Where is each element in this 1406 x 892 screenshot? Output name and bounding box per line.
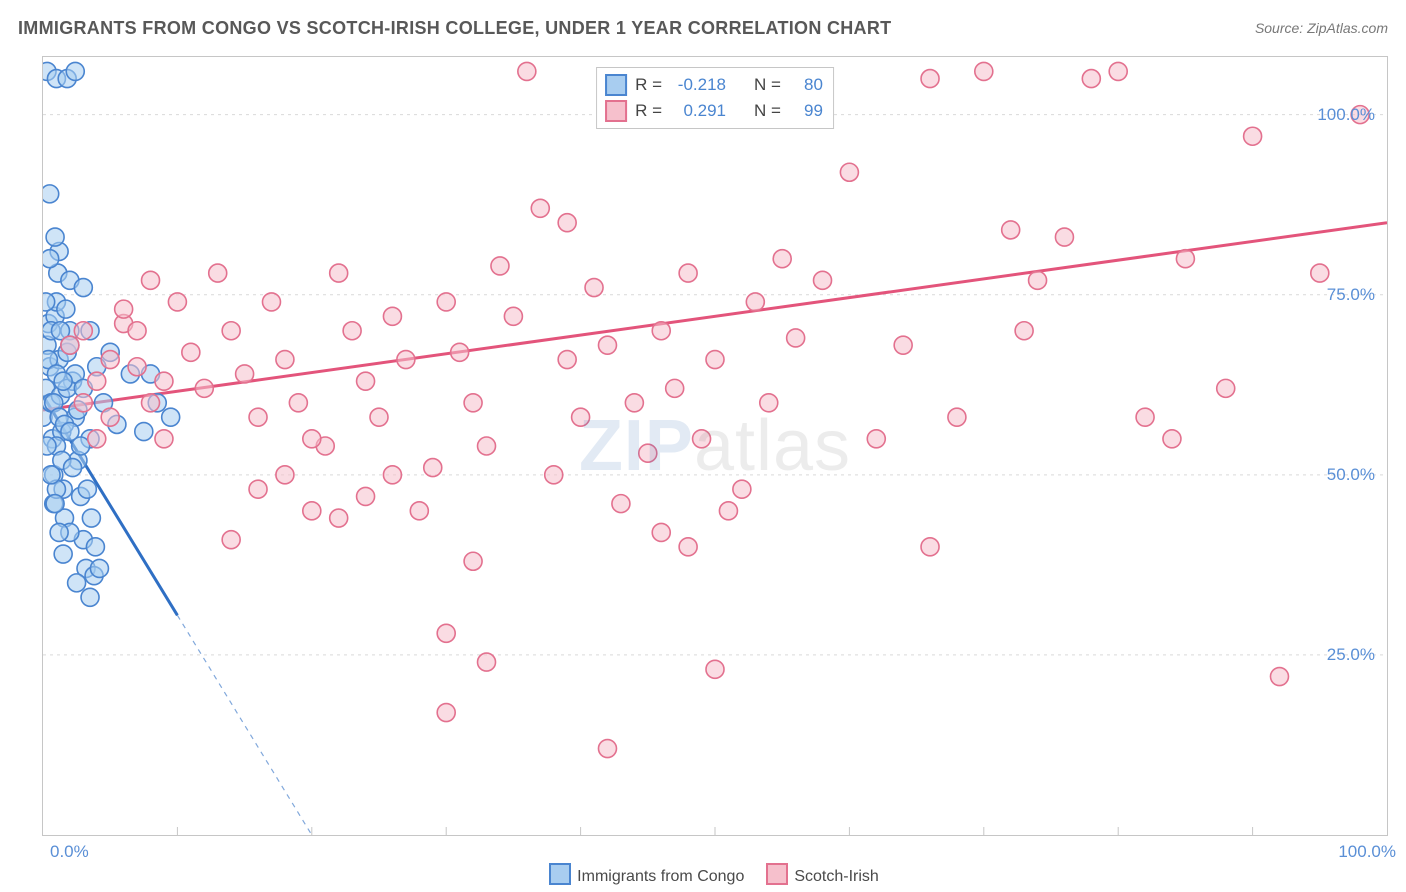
legend-swatch xyxy=(605,100,627,122)
stat-n-value: 80 xyxy=(789,72,823,98)
legend-swatch xyxy=(766,863,788,885)
stat-r-value: -0.218 xyxy=(670,72,726,98)
stat-r-label: R = xyxy=(635,72,662,98)
y-tick-label: 50.0% xyxy=(1327,465,1375,485)
y-tick-label: 100.0% xyxy=(1317,105,1375,125)
stat-row: R = -0.218 N = 80 xyxy=(605,72,823,98)
scatter-plot-svg xyxy=(43,57,1387,835)
legend-swatch xyxy=(549,863,571,885)
stat-row: R = 0.291 N = 99 xyxy=(605,98,823,124)
legend-label: Scotch-Irish xyxy=(794,868,878,885)
stat-r-label: R = xyxy=(635,98,662,124)
y-tick-label: 75.0% xyxy=(1327,285,1375,305)
legend-swatch xyxy=(605,74,627,96)
stat-n-value: 99 xyxy=(789,98,823,124)
legend-label: Immigrants from Congo xyxy=(577,868,744,885)
y-tick-label: 25.0% xyxy=(1327,645,1375,665)
stat-n-label: N = xyxy=(754,72,781,98)
chart-title: IMMIGRANTS FROM CONGO VS SCOTCH-IRISH CO… xyxy=(18,18,891,38)
x-tick-label: 0.0% xyxy=(50,842,89,862)
source-attribution: Source: ZipAtlas.com xyxy=(1255,20,1388,36)
bottom-legend: Immigrants from Congo Scotch-Irish xyxy=(0,863,1406,886)
x-tick-label: 100.0% xyxy=(1338,842,1396,862)
stat-r-value: 0.291 xyxy=(670,98,726,124)
stat-n-label: N = xyxy=(754,98,781,124)
correlation-stats-box: R = -0.218 N = 80 R = 0.291 N = 99 xyxy=(596,67,834,129)
chart-area: ZIPatlas R =-0.218N =80R =0.291N =99 25.… xyxy=(42,56,1388,836)
